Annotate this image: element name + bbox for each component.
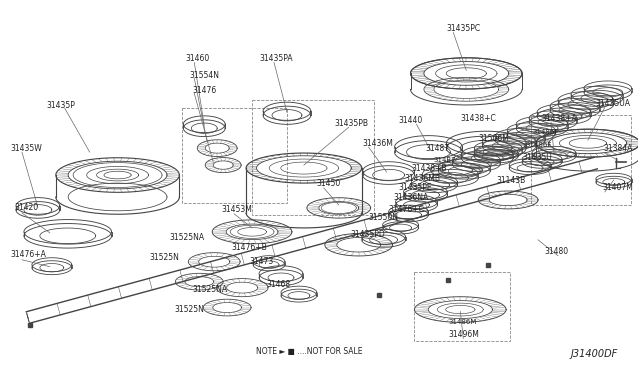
Text: 31525N: 31525N <box>150 253 179 262</box>
Text: 31435U: 31435U <box>522 153 552 161</box>
Bar <box>415 272 510 341</box>
Text: 31486F: 31486F <box>525 142 552 148</box>
Text: 31438+B: 31438+B <box>412 164 447 173</box>
Text: 31435PE: 31435PE <box>399 183 432 192</box>
Text: 31496M: 31496M <box>449 330 479 339</box>
Text: 31554N: 31554N <box>189 71 220 80</box>
Text: 31453M: 31453M <box>221 205 252 214</box>
Text: 31468: 31468 <box>266 280 290 289</box>
Bar <box>531 115 630 205</box>
Text: 31476+A: 31476+A <box>10 250 46 259</box>
Text: 31525NA: 31525NA <box>192 285 227 294</box>
Text: 31486M: 31486M <box>449 318 477 324</box>
Text: 31435PA: 31435PA <box>259 54 292 63</box>
Text: 31450: 31450 <box>317 179 341 187</box>
Text: 31438+A: 31438+A <box>541 114 577 123</box>
Text: 31487: 31487 <box>426 144 449 153</box>
Text: 31460: 31460 <box>186 54 209 63</box>
Text: 31476+B: 31476+B <box>231 243 267 252</box>
Text: 31143B: 31143B <box>496 176 525 185</box>
Text: 31550N: 31550N <box>369 214 399 222</box>
Text: 31480: 31480 <box>544 247 568 256</box>
Text: J31400DF: J31400DF <box>570 349 618 359</box>
Text: 31436M: 31436M <box>363 139 394 148</box>
Text: 31435PB: 31435PB <box>335 119 369 128</box>
Text: 31435P: 31435P <box>47 101 76 110</box>
Text: 31435UA: 31435UA <box>596 99 631 108</box>
Text: 31525NA: 31525NA <box>170 233 205 242</box>
Text: 31486F: 31486F <box>532 129 559 135</box>
Text: 31473: 31473 <box>249 257 273 266</box>
Text: 31384A: 31384A <box>604 144 633 153</box>
Text: 31435PD: 31435PD <box>351 230 385 239</box>
Text: NOTE ► ■ ....NOT FOR SALE: NOTE ► ■ ....NOT FOR SALE <box>255 347 362 356</box>
Text: 31420: 31420 <box>14 203 38 212</box>
Text: 31438+C: 31438+C <box>460 114 496 123</box>
Text: 31436NA: 31436NA <box>394 193 429 202</box>
Text: 31435W: 31435W <box>10 144 42 153</box>
Text: 31476: 31476 <box>192 86 216 95</box>
Text: 31440: 31440 <box>399 116 423 125</box>
Text: 314B7: 314B7 <box>433 157 456 163</box>
Text: 31407M: 31407M <box>603 183 634 192</box>
Text: 31506M: 31506M <box>478 134 509 143</box>
Text: 31435PC: 31435PC <box>446 24 481 33</box>
Text: 31476+C: 31476+C <box>388 205 424 214</box>
Bar <box>182 108 287 203</box>
Text: 31525N: 31525N <box>174 305 204 314</box>
Text: 31436MB: 31436MB <box>404 173 440 183</box>
Bar <box>252 100 374 215</box>
